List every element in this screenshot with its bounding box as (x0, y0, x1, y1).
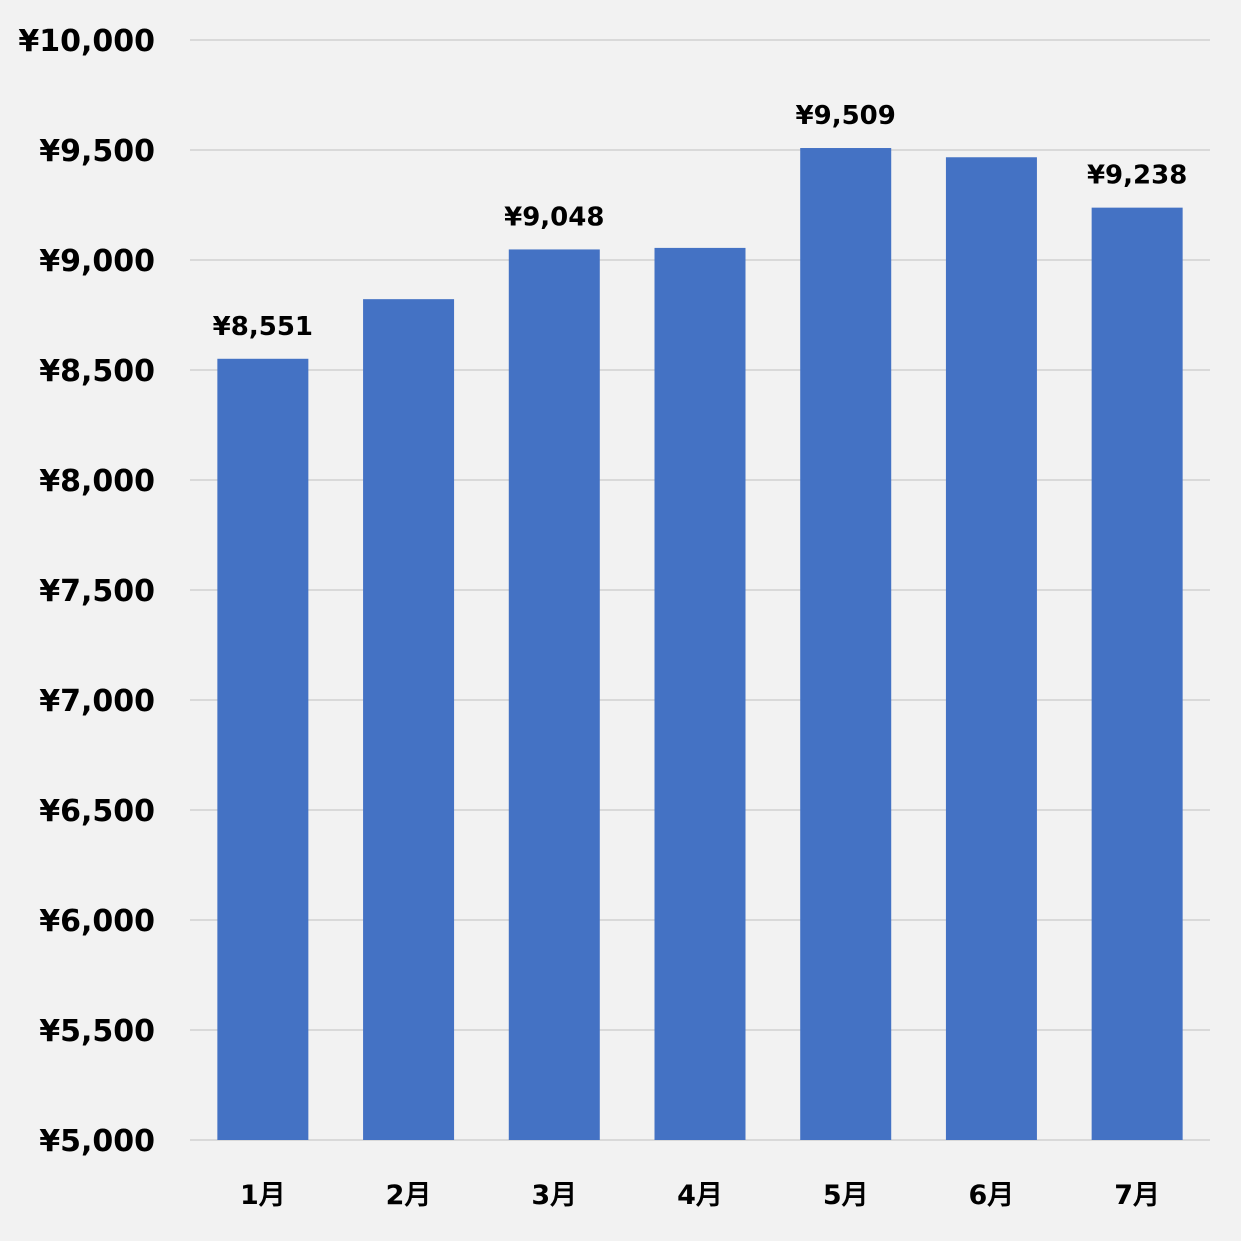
data-labels: ¥8,551 ¥9,048 ¥9,509 ¥9,238 (213, 101, 1188, 342)
x-category-label: 6月 (969, 1180, 1015, 1211)
bar (1091, 207, 1183, 1140)
bar (217, 358, 309, 1140)
y-tick-label: ¥9,000 (39, 244, 155, 279)
data-label: ¥9,509 (796, 101, 896, 131)
data-label: ¥8,551 (213, 312, 313, 342)
y-tick-label: ¥5,000 (39, 1124, 155, 1159)
bars (217, 148, 1183, 1140)
y-tick-label: ¥6,000 (39, 904, 155, 939)
y-tick-label: ¥9,500 (39, 134, 155, 169)
x-category-label: 1月 (240, 1180, 286, 1211)
y-tick-label: ¥8,000 (39, 464, 155, 499)
y-tick-label: ¥10,000 (18, 24, 155, 59)
bar (363, 299, 455, 1140)
data-label: ¥9,238 (1087, 161, 1187, 191)
bar (945, 157, 1037, 1140)
x-category-label: 5月 (823, 1180, 869, 1211)
data-label: ¥9,048 (504, 202, 604, 232)
bar (800, 148, 892, 1140)
y-tick-label: ¥7,000 (39, 684, 155, 719)
y-tick-label: ¥5,500 (39, 1014, 155, 1049)
bar (654, 247, 746, 1140)
x-category-label: 2月 (386, 1180, 432, 1211)
x-category-label: 3月 (531, 1180, 577, 1211)
y-tick-label: ¥8,500 (39, 354, 155, 389)
x-category-label: 7月 (1114, 1180, 1160, 1211)
y-axis-tick-labels: ¥5,000 ¥5,500 ¥6,000 ¥6,500 ¥7,000 ¥7,500 ¥8,0… (18, 24, 155, 1159)
y-tick-label: ¥6,500 (39, 794, 155, 829)
x-category-label: 4月 (677, 1180, 723, 1211)
bar (508, 249, 600, 1140)
y-tick-label: ¥7,500 (39, 574, 155, 609)
x-axis-category-labels: 1月 2月 3月 4月 5月 6月 7月 (240, 1180, 1160, 1211)
